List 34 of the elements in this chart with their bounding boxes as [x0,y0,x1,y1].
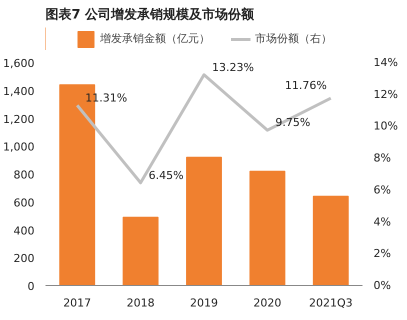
y-tick-label: 1,200 [3,112,35,126]
x-tick-label: 2021Q3 [308,296,353,310]
bar [312,196,349,286]
x-tick-label: 2017 [63,296,92,310]
y-tick-label: 1,600 [3,57,35,70]
x-tick-label: 2019 [190,296,218,310]
y-tick-label: 1,400 [3,84,35,98]
y-tick-label: 800 [14,168,35,182]
y2-tick-label: 2% [374,247,391,260]
data-label: 6.45% [148,168,184,182]
y-tick-label: 400 [14,224,35,238]
x-tick-label: 2018 [126,296,155,310]
x-tick-label: 2020 [253,296,282,310]
y-tick-label: 200 [14,252,35,266]
y2-tick-label: 10% [374,120,398,133]
y2-tick-label: 14% [374,56,398,69]
y2-tick-label: 8% [374,152,391,165]
chart-title: 图表7 公司增发承销规模及市场份额 [46,6,256,22]
bar [122,216,159,286]
y-tick-label: 1,000 [3,140,35,154]
y-tick-label: 600 [14,196,35,210]
data-label: 9.75% [275,116,310,130]
data-label: 11.76% [284,79,327,92]
legend-label: 增发承销金额（亿元） [100,31,210,46]
y2-tick-label: 12% [374,88,398,101]
line-series [76,73,332,184]
bar [186,156,222,286]
y2-tick-label: 0% [374,279,391,292]
y2-tick-label: 4% [374,215,391,228]
bar [249,170,286,286]
y-tick-label: 0 [28,280,34,293]
data-label: 13.23% [212,60,254,74]
y2-tick-label: 6% [374,183,391,196]
legend-label: 市场份额（右） [255,31,332,46]
